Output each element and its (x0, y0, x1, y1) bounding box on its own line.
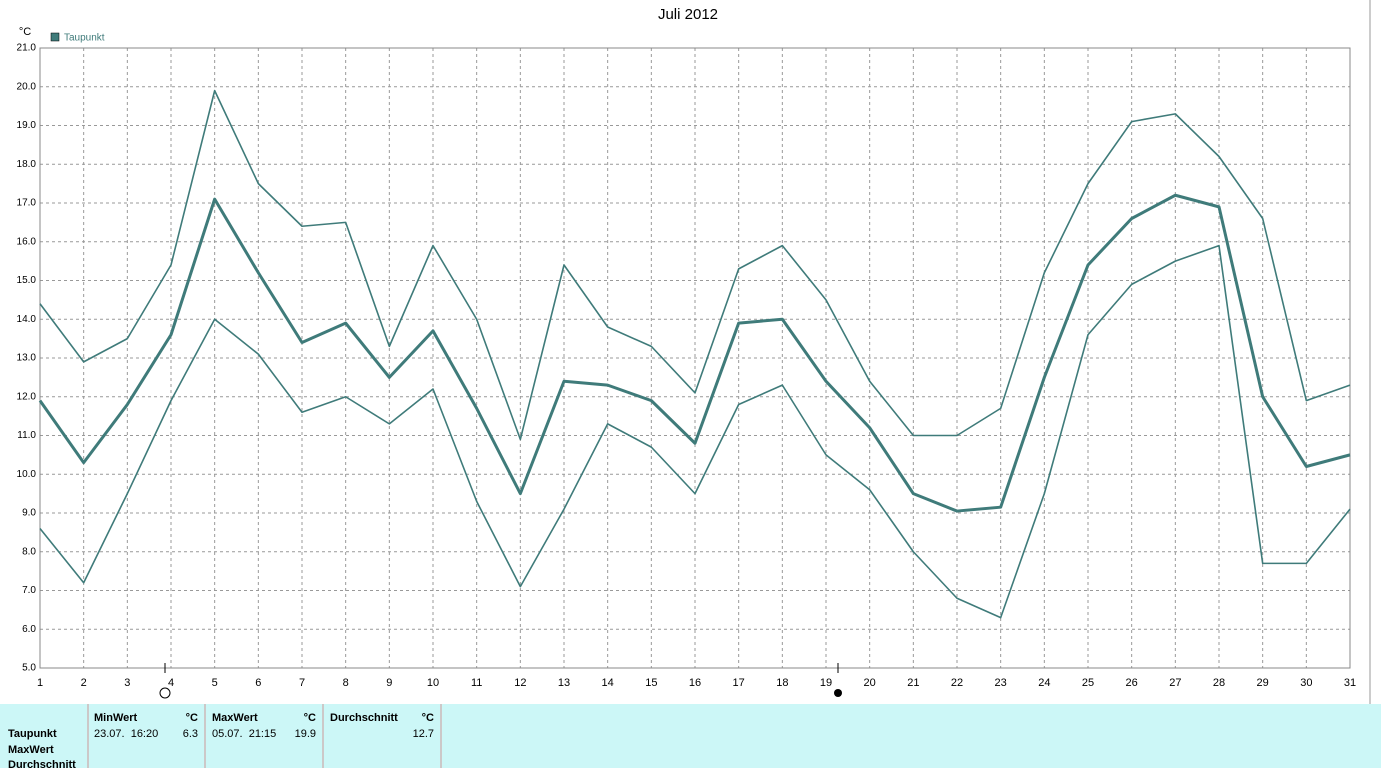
series-line (39, 244, 1351, 619)
x-tick-label: 3 (124, 677, 130, 689)
x-tick-label: 13 (558, 677, 570, 689)
table-header: °C (186, 712, 198, 724)
x-tick-label: 18 (776, 677, 788, 689)
chart-title: Juli 2012 (658, 6, 718, 23)
y-tick-label: 15.0 (17, 275, 37, 286)
y-unit: °C (19, 26, 31, 38)
y-tick-label: 5.0 (22, 663, 36, 674)
x-tick-label: 14 (602, 677, 614, 689)
x-tick-label: 12 (514, 677, 526, 689)
table-cell: 19.9 (295, 728, 316, 740)
y-tick-label: 11.0 (17, 430, 36, 441)
x-tick-label: 24 (1038, 677, 1050, 689)
table-header: °C (422, 712, 434, 724)
table-cell: 12.7 (413, 728, 434, 740)
x-tick-label: 4 (168, 677, 174, 689)
y-tick-label: 14.0 (17, 314, 37, 325)
x-tick-label: 31 (1344, 677, 1356, 689)
x-tick-label: 20 (864, 677, 876, 689)
row-label: MaxWert (8, 744, 54, 756)
y-tick-label: 17.0 (17, 198, 37, 209)
table-cell: 23.07. 16:20 (94, 728, 158, 740)
table-cell: 05.07. 21:15 (212, 728, 276, 740)
x-tick-label: 21 (907, 677, 919, 689)
x-tick-label: 27 (1169, 677, 1181, 689)
x-tick-label: 10 (427, 677, 439, 689)
y-tick-label: 16.0 (17, 236, 37, 247)
row-label: Durchschnitt (8, 759, 76, 768)
y-tick-label: 9.0 (22, 508, 36, 519)
x-tick-label: 7 (299, 677, 305, 689)
x-tick-label: 29 (1257, 677, 1269, 689)
x-tick-label: 25 (1082, 677, 1094, 689)
table-cell: 6.3 (183, 728, 198, 740)
y-tick-label: 20.0 (17, 81, 37, 92)
plot-border (39, 47, 1351, 669)
summary-table: MinWert °C MaxWert °C Durchschnitt °C Ta… (0, 704, 1381, 768)
x-tick-label: 15 (645, 677, 657, 689)
x-tick-label: 26 (1126, 677, 1138, 689)
y-tick-label: 12.0 (17, 391, 37, 402)
x-tick-label: 22 (951, 677, 963, 689)
y-tick-label: 13.0 (17, 353, 37, 364)
x-tick-label: 8 (343, 677, 349, 689)
y-tick-label: 7.0 (22, 585, 36, 596)
x-tick-label: 17 (733, 677, 745, 689)
y-tick-label: 21.0 (17, 43, 37, 54)
series-line (39, 89, 1351, 441)
x-tick-label: 19 (820, 677, 832, 689)
x-tick-label: 16 (689, 677, 701, 689)
x-tick-label: 28 (1213, 677, 1225, 689)
y-tick-label: 10.0 (17, 469, 37, 480)
x-tick-label: 9 (386, 677, 392, 689)
y-tick-label: 6.0 (22, 624, 36, 635)
table-background (0, 704, 1381, 768)
table-header: MaxWert (212, 712, 258, 724)
y-tick-label: 18.0 (17, 159, 37, 170)
full-moon-icon (159, 687, 171, 699)
y-tick-label: 8.0 (22, 546, 36, 557)
x-tick-label: 11 (471, 677, 482, 689)
legend-swatch (50, 32, 60, 42)
lines (38, 89, 1351, 619)
table-header: °C (304, 712, 316, 724)
series-line (38, 193, 1351, 513)
x-tick-label: 1 (37, 677, 43, 689)
table-header: MinWert (94, 712, 138, 724)
y-tick-label: 19.0 (17, 120, 37, 131)
table-header: Durchschnitt (330, 712, 398, 724)
x-tick-label: 2 (81, 677, 87, 689)
legend-label: Taupunkt (64, 33, 105, 44)
x-tick-label: 6 (255, 677, 261, 689)
x-tick-label: 5 (212, 677, 218, 689)
x-tick-label: 30 (1300, 677, 1312, 689)
x-tick-label: 23 (995, 677, 1007, 689)
row-label: Taupunkt (8, 728, 57, 740)
new-moon-icon (834, 689, 842, 697)
